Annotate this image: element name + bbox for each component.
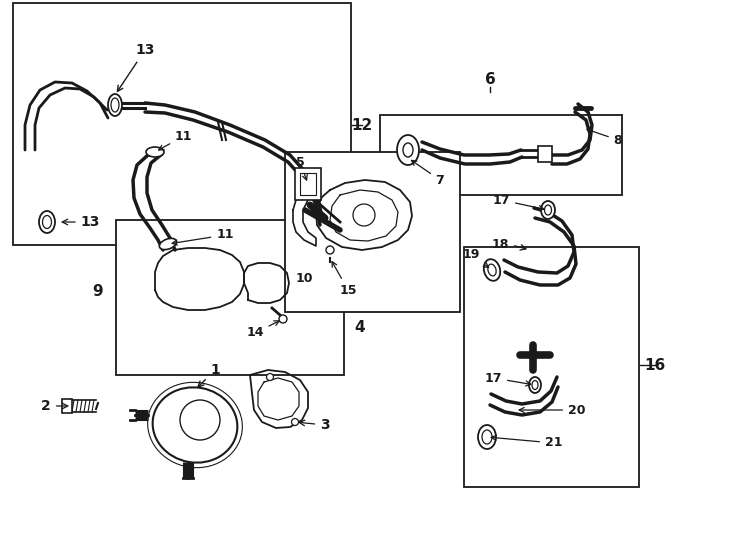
Ellipse shape [541, 201, 555, 219]
Text: 2: 2 [41, 399, 68, 413]
Ellipse shape [482, 430, 492, 444]
Text: 13: 13 [80, 215, 100, 229]
Ellipse shape [180, 400, 220, 440]
Text: 8: 8 [587, 129, 622, 146]
Text: 20: 20 [519, 403, 586, 416]
Ellipse shape [266, 374, 274, 381]
Ellipse shape [529, 377, 541, 393]
Text: 15: 15 [332, 262, 357, 296]
Text: 12: 12 [352, 118, 373, 132]
Text: 11: 11 [172, 228, 233, 245]
Ellipse shape [43, 215, 51, 228]
Text: 4: 4 [355, 321, 366, 335]
Ellipse shape [111, 98, 119, 112]
Ellipse shape [532, 381, 538, 389]
Text: 11: 11 [159, 130, 192, 150]
Bar [538, 146, 552, 162]
Ellipse shape [159, 238, 177, 249]
Ellipse shape [153, 387, 237, 463]
Ellipse shape [326, 246, 334, 254]
Text: 6: 6 [484, 72, 495, 87]
Bar [380, 115, 622, 195]
Bar [300, 173, 316, 195]
Ellipse shape [545, 205, 551, 215]
Bar [285, 152, 460, 312]
Text: 17: 17 [484, 372, 531, 386]
Ellipse shape [484, 259, 501, 281]
Text: 10: 10 [295, 272, 313, 285]
Text: 7: 7 [412, 160, 444, 186]
Text: 21: 21 [491, 435, 562, 449]
Text: 1: 1 [198, 363, 220, 387]
Ellipse shape [146, 147, 164, 157]
Ellipse shape [108, 94, 122, 116]
Ellipse shape [39, 211, 55, 233]
Bar [116, 220, 344, 375]
Bar [295, 168, 321, 200]
Bar [13, 3, 351, 245]
Ellipse shape [353, 204, 375, 226]
Text: 9: 9 [92, 285, 103, 300]
Text: 17: 17 [493, 193, 544, 211]
Text: 19: 19 [462, 248, 489, 267]
Text: 5: 5 [296, 156, 308, 180]
Text: 13: 13 [117, 43, 155, 91]
Ellipse shape [478, 425, 496, 449]
Bar [464, 247, 639, 487]
Text: 3: 3 [299, 418, 330, 432]
Ellipse shape [403, 143, 413, 157]
Text: 14: 14 [246, 321, 279, 340]
Text: 16: 16 [644, 357, 666, 373]
Ellipse shape [488, 264, 496, 276]
Bar [62, 399, 72, 413]
Ellipse shape [291, 418, 299, 426]
Ellipse shape [397, 135, 419, 165]
Text: 18: 18 [491, 239, 509, 252]
Ellipse shape [279, 315, 287, 323]
